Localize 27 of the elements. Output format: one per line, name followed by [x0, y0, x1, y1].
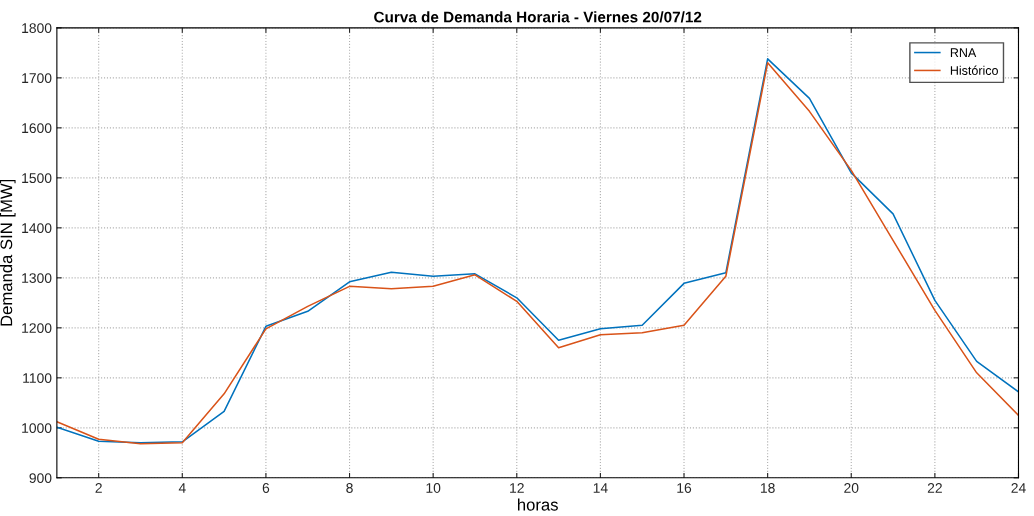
x-tick-label: 4	[178, 483, 186, 493]
x-tick-label: 24	[1011, 483, 1026, 493]
x-tick-label: 8	[346, 483, 353, 493]
y-tick-label: 1700	[22, 73, 52, 84]
x-tick-label: 6	[262, 483, 270, 493]
y-tick-label: 1600	[22, 123, 52, 134]
y-tick-label: 1200	[22, 323, 52, 333]
y-tick-label: 1800	[22, 23, 52, 34]
y-axis-title: Demanda SIN [MW]	[0, 179, 16, 326]
legend-label: RNA	[950, 48, 977, 57]
x-axis-title: horas	[517, 498, 558, 511]
x-tick-label: 22	[927, 483, 942, 493]
y-tick-label: 900	[29, 473, 52, 483]
x-tick-label: 12	[510, 483, 524, 493]
chart-title: Curva de Demanda Horaria - Viernes 20/07/12	[374, 11, 702, 23]
x-tick-label: 18	[760, 483, 775, 493]
x-tick-label: 20	[844, 483, 859, 493]
legend-label: Histórico	[950, 65, 998, 75]
x-tick-label: 14	[593, 483, 608, 493]
y-tick-label: 1400	[22, 223, 52, 234]
x-tick-label: 10	[426, 483, 441, 493]
y-tick-label: 1300	[22, 273, 52, 284]
x-tick-label: 16	[677, 483, 692, 493]
y-tick-label: 1500	[22, 173, 52, 184]
x-tick-label: 2	[95, 483, 102, 493]
y-tick-label: 1100	[23, 373, 52, 383]
y-tick-label: 1000	[22, 423, 52, 433]
